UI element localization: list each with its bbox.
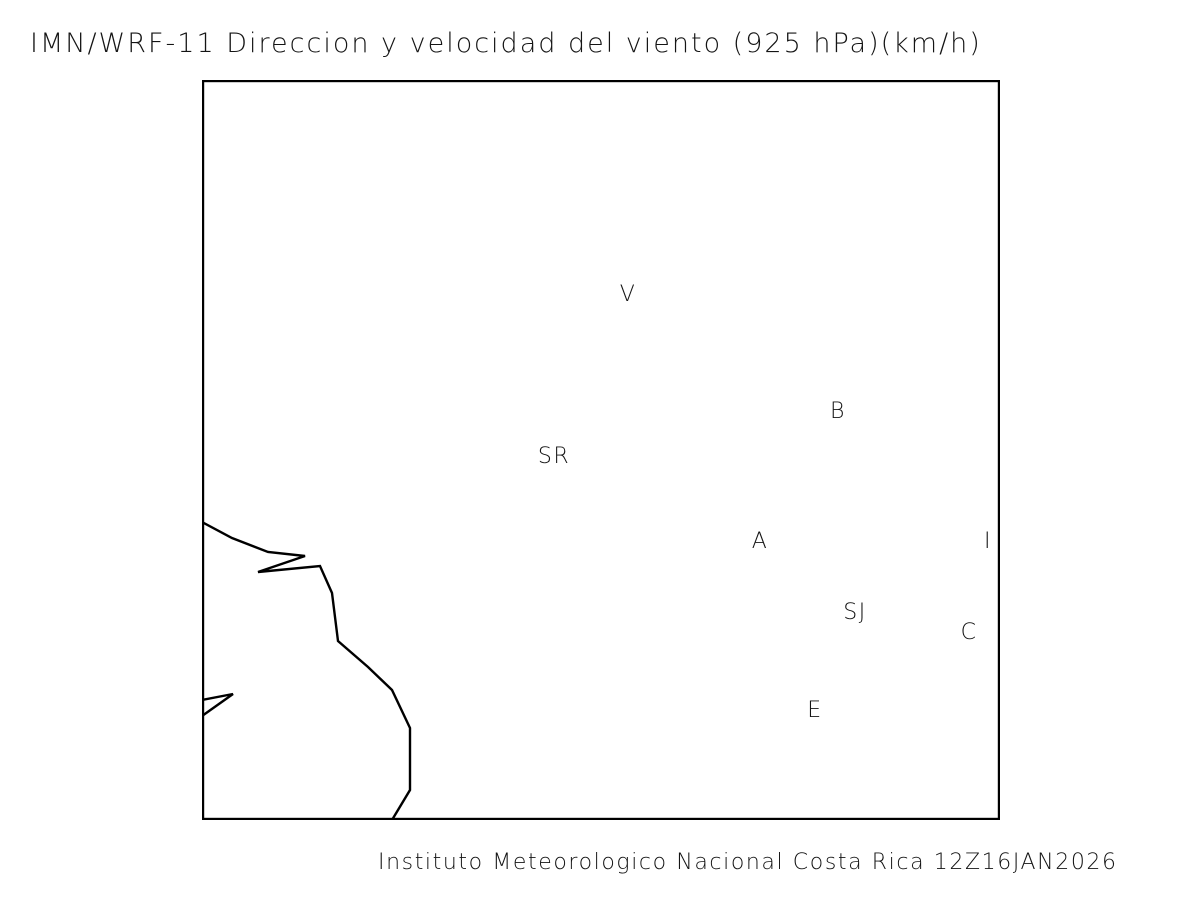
map-vector-layer	[202, 80, 1000, 820]
station-label-i: I	[984, 529, 992, 554]
station-label-b: B	[830, 399, 846, 424]
map-plot-area[interactable]: V B SR A I SJ C E	[202, 80, 1000, 820]
station-label-a: A	[751, 529, 769, 554]
station-label-v: V	[619, 282, 637, 307]
station-label-e: E	[807, 698, 823, 723]
coastline-pacific-main	[202, 520, 412, 820]
footer-credit: Instituto Meteorologico Nacional Costa R…	[378, 850, 1118, 875]
station-label-sr: SR	[537, 444, 571, 469]
station-label-sj: SJ	[843, 600, 867, 625]
map-border	[202, 80, 1000, 820]
coastline-inlet-triangle	[202, 692, 234, 717]
page-title: IMN/WRF-11 Direccion y velocidad del vie…	[30, 28, 982, 59]
station-label-c: C	[960, 620, 978, 645]
